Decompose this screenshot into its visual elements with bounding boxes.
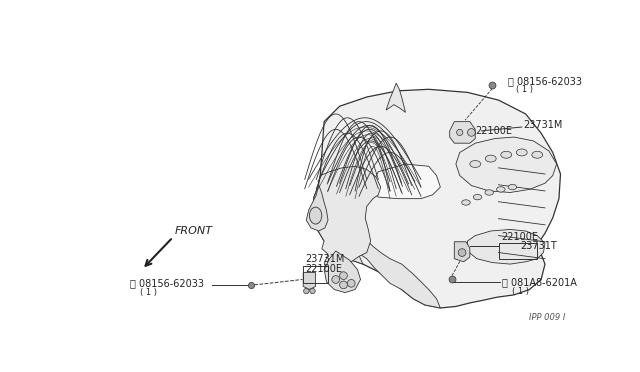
Circle shape [340,281,348,289]
Circle shape [458,249,466,256]
Text: Ⓑ 081A8-6201A: Ⓑ 081A8-6201A [502,277,577,287]
Text: 22100E: 22100E [502,232,539,242]
Ellipse shape [470,161,481,167]
Ellipse shape [497,187,505,192]
Text: 23731T: 23731T [520,241,557,251]
Text: 23731M: 23731M [524,121,563,131]
Ellipse shape [461,200,470,205]
Polygon shape [312,166,381,274]
Polygon shape [467,230,545,264]
Ellipse shape [309,207,322,224]
Polygon shape [456,137,557,192]
Text: ( 1 ): ( 1 ) [513,286,529,295]
Text: ( 1 ): ( 1 ) [516,85,532,94]
Polygon shape [312,172,440,308]
Circle shape [457,129,463,135]
Text: IPP 009 I: IPP 009 I [529,313,565,322]
Circle shape [303,288,309,294]
Text: ( 1 ): ( 1 ) [140,288,157,297]
Polygon shape [386,83,406,112]
Circle shape [340,272,348,279]
Polygon shape [371,164,440,199]
Ellipse shape [474,195,482,200]
Text: 22100E: 22100E [476,126,512,136]
Polygon shape [303,273,316,289]
Ellipse shape [485,190,493,195]
Text: Ⓑ 08156-62033: Ⓑ 08156-62033 [131,278,204,288]
Ellipse shape [501,151,511,158]
Text: Ⓑ 08156-62033: Ⓑ 08156-62033 [508,76,582,86]
Polygon shape [454,242,470,262]
Text: FRONT: FRONT [175,225,212,235]
Circle shape [348,279,355,287]
Polygon shape [450,122,476,143]
Circle shape [467,129,476,136]
Text: 22100E: 22100E [305,264,342,274]
Polygon shape [312,89,561,308]
Ellipse shape [485,155,496,162]
Circle shape [310,288,316,294]
Polygon shape [324,251,360,293]
Ellipse shape [532,151,543,158]
Circle shape [332,276,340,283]
Polygon shape [307,185,328,231]
Ellipse shape [516,149,527,156]
Ellipse shape [508,185,516,190]
Text: 23731M: 23731M [305,254,344,264]
